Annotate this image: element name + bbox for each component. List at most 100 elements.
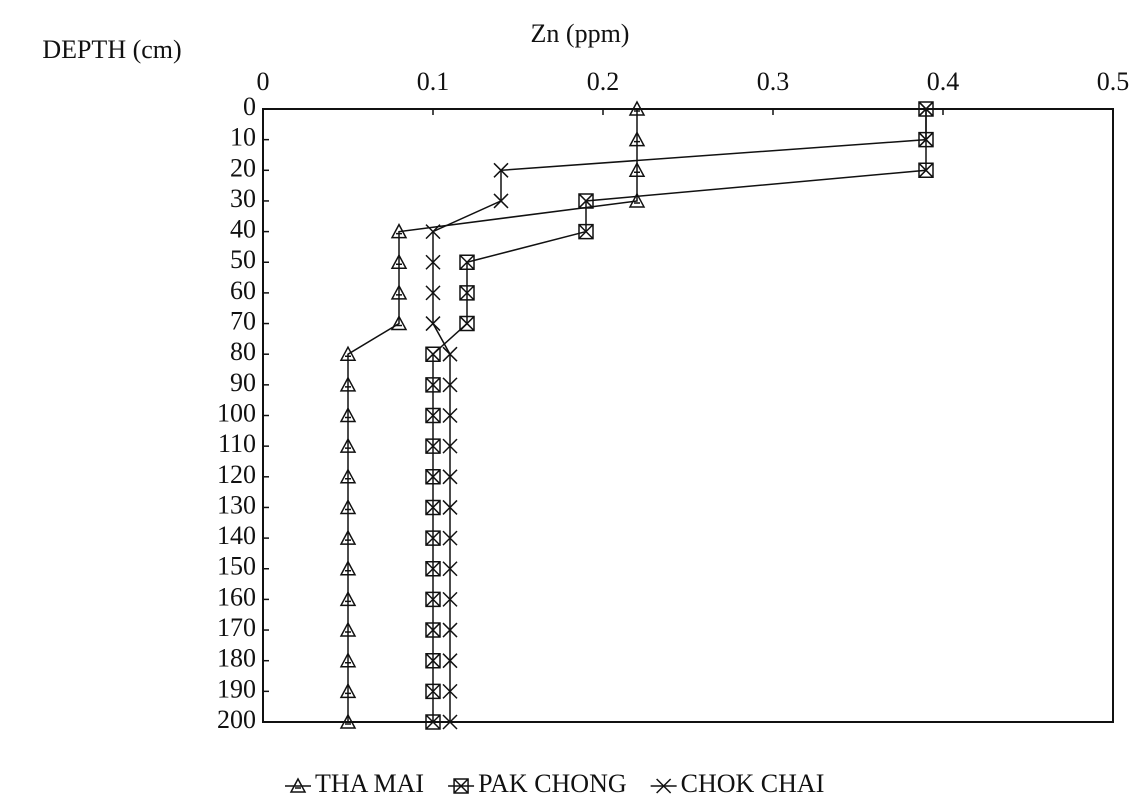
- marker-x: [442, 622, 458, 638]
- marker-box-x: [425, 438, 441, 454]
- marker-box-x: [425, 530, 441, 546]
- x-tick-label: 0.4: [927, 67, 960, 96]
- marker-x: [442, 653, 458, 669]
- marker-box-x: [459, 315, 475, 332]
- marker-triangle: [289, 777, 307, 793]
- marker-box-x: [425, 652, 441, 669]
- marker-box-x: [425, 499, 441, 516]
- marker-box-x: [425, 591, 441, 608]
- legend-label: THA MAI: [315, 769, 424, 798]
- marker-x: [425, 224, 441, 240]
- series-line: [432, 109, 927, 722]
- marker-triangle: [390, 314, 408, 331]
- y-tick-label: 60: [230, 276, 256, 305]
- marker-box-x: [425, 714, 441, 730]
- marker-triangle: [339, 376, 357, 392]
- x-tick-label: 0.1: [417, 67, 450, 96]
- marker-x: [425, 254, 441, 270]
- marker-box-x: [425, 561, 441, 577]
- legend-label: CHOK CHAI: [681, 769, 825, 798]
- marker-x: [442, 714, 458, 730]
- y-tick-label: 70: [230, 307, 256, 336]
- marker-x: [493, 193, 509, 209]
- marker-triangle: [390, 253, 408, 269]
- y-tick-label: 10: [230, 123, 256, 152]
- marker-triangle: [339, 560, 357, 576]
- legend-item: PAK CHONG: [448, 769, 627, 798]
- y-tick-label: 110: [218, 429, 256, 458]
- marker-triangle: [628, 100, 646, 116]
- marker-x: [425, 285, 441, 301]
- marker-x: [442, 346, 458, 362]
- marker-triangle: [339, 682, 357, 699]
- marker-triangle: [390, 284, 408, 300]
- marker-x: [442, 377, 458, 393]
- marker-box-x: [425, 346, 441, 362]
- marker-box-x: [459, 254, 475, 270]
- marker-x: [425, 316, 441, 332]
- y-tick-label: 80: [230, 337, 256, 366]
- marker-triangle: [339, 406, 357, 423]
- y-tick-label: 20: [230, 153, 256, 182]
- marker-box-x: [425, 407, 441, 424]
- legend-label: PAK CHONG: [478, 769, 627, 798]
- marker-box-x: [453, 778, 469, 794]
- marker-triangle: [339, 652, 357, 668]
- legend-item: THA MAI: [285, 769, 424, 798]
- x-tick-label: 0.2: [587, 67, 620, 96]
- marker-triangle: [628, 131, 646, 147]
- marker-box-x: [918, 162, 934, 179]
- marker-x: [493, 162, 509, 178]
- y-tick-label: 150: [217, 552, 256, 581]
- series-line: [432, 109, 927, 722]
- marker-triangle: [390, 223, 408, 239]
- marker-triangle: [339, 713, 357, 729]
- marker-box-x: [578, 223, 594, 240]
- y-tick-label: 140: [217, 521, 256, 550]
- marker-x: [656, 778, 672, 794]
- y-tick-label: 180: [217, 644, 256, 673]
- x-tick-label: 0.3: [757, 67, 790, 96]
- marker-triangle: [339, 468, 357, 484]
- marker-box-x: [425, 683, 441, 700]
- y-tick-label: 90: [230, 368, 256, 397]
- y-tick-label: 160: [217, 582, 256, 611]
- marker-triangle: [339, 437, 357, 453]
- marker-triangle: [339, 529, 357, 545]
- marker-x: [442, 407, 458, 424]
- y-tick-label: 30: [230, 184, 256, 213]
- marker-triangle: [628, 192, 646, 208]
- y-axis-label: DEPTH (cm): [42, 35, 181, 64]
- marker-triangle: [628, 161, 646, 178]
- marker-x: [442, 683, 458, 699]
- y-tick-label: 50: [230, 245, 256, 274]
- marker-x: [918, 101, 934, 117]
- series-line: [347, 109, 638, 722]
- marker-triangle: [339, 590, 357, 607]
- legend-item: CHOK CHAI: [650, 769, 825, 798]
- marker-box-x: [425, 622, 441, 638]
- chart-title: Zn (ppm): [531, 19, 630, 48]
- marker-x: [442, 591, 458, 607]
- marker-x: [442, 469, 458, 485]
- marker-x: [442, 530, 458, 546]
- marker-triangle: [339, 345, 357, 361]
- y-tick-label: 190: [217, 674, 256, 703]
- y-tick-label: 120: [217, 460, 256, 489]
- plot-frame: [262, 108, 1114, 723]
- marker-box-x: [578, 193, 594, 209]
- y-tick-label: 200: [217, 705, 256, 734]
- y-tick-label: 130: [217, 490, 256, 519]
- marker-x: [442, 561, 458, 577]
- y-tick-label: 40: [230, 215, 256, 244]
- marker-x: [918, 132, 934, 148]
- marker-x: [442, 499, 458, 515]
- marker-triangle: [339, 498, 357, 515]
- y-tick-label: 100: [217, 398, 256, 427]
- marker-triangle: [339, 621, 357, 637]
- y-tick-label: 0: [243, 92, 256, 121]
- marker-x: [442, 438, 458, 454]
- x-tick-label: 0: [257, 67, 270, 96]
- x-tick-label: 0.5: [1097, 67, 1130, 96]
